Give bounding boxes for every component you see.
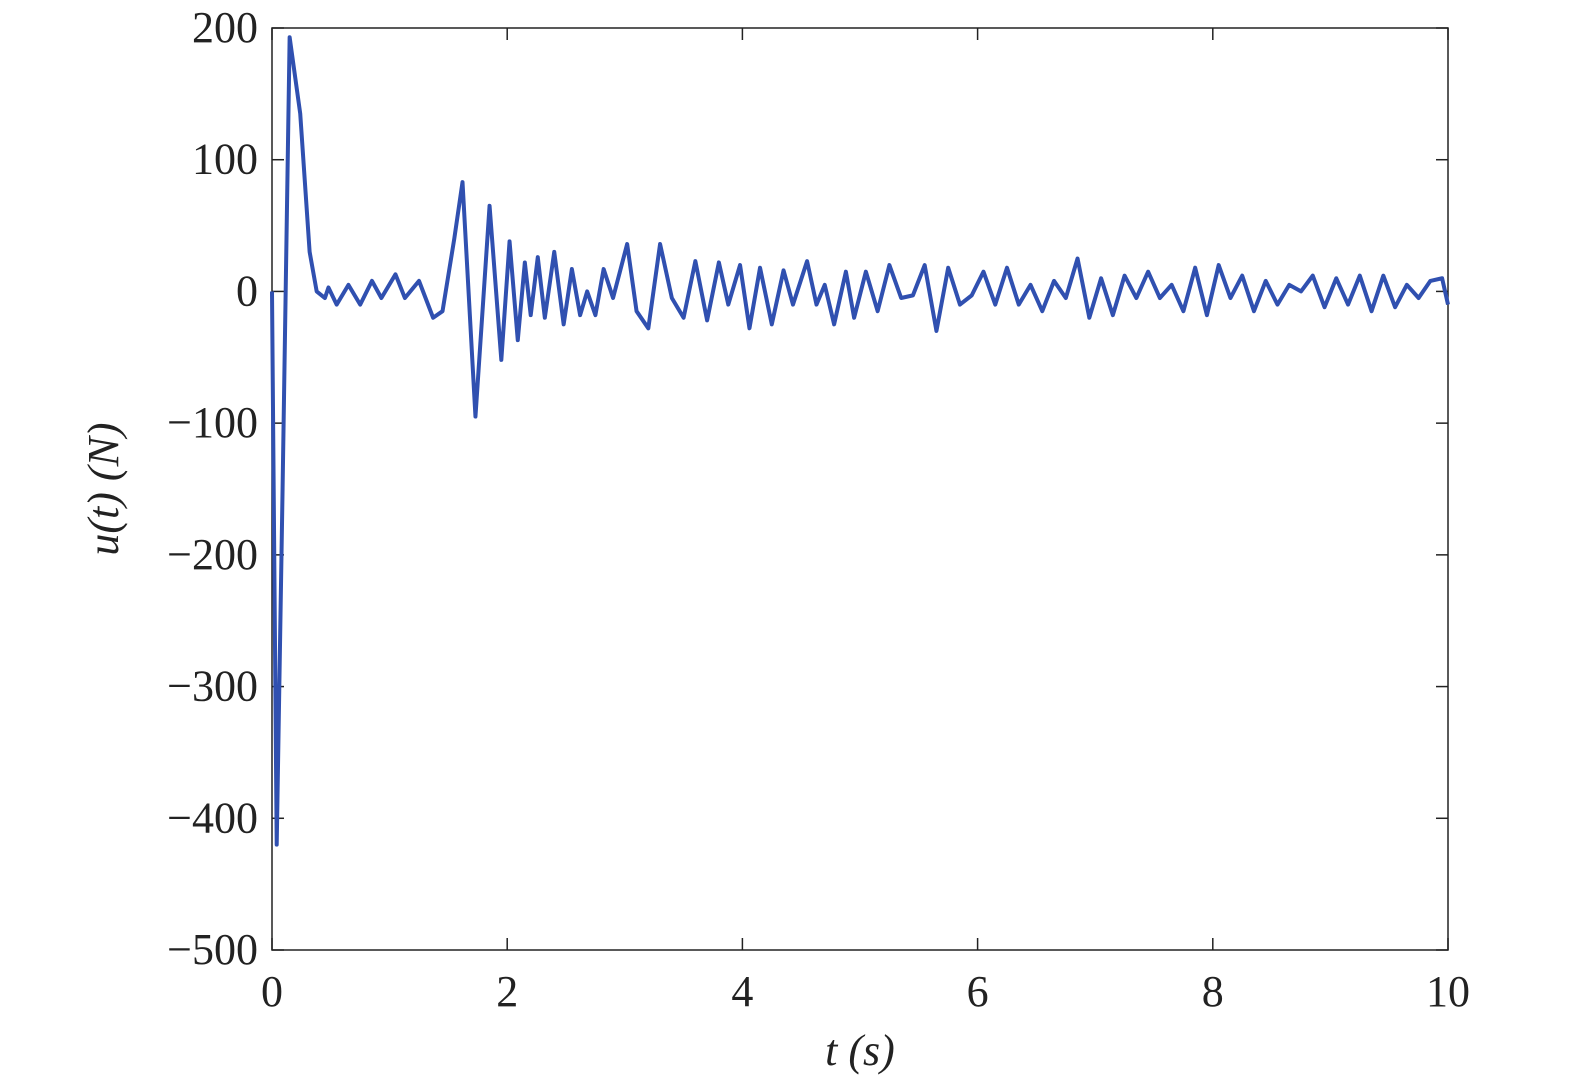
x-tick-label: 8 xyxy=(1202,967,1224,1016)
x-tick-label: 2 xyxy=(496,967,518,1016)
y-tick-label: −500 xyxy=(167,925,258,974)
y-tick-label: −300 xyxy=(167,662,258,711)
x-tick-label: 4 xyxy=(731,967,753,1016)
x-tick-label: 10 xyxy=(1426,967,1470,1016)
x-tick-label: 6 xyxy=(967,967,989,1016)
y-tick-label: 100 xyxy=(192,135,258,184)
y-tick-label: −100 xyxy=(167,398,258,447)
y-tick-label: 200 xyxy=(192,3,258,52)
y-tick-label: −400 xyxy=(167,793,258,842)
x-axis-label: t (s) xyxy=(825,1026,895,1075)
x-tick-label: 0 xyxy=(261,967,283,1016)
plot-frame xyxy=(271,27,1449,951)
y-tick-label: 0 xyxy=(236,266,258,315)
data-line xyxy=(270,35,1450,847)
y-axis-label: u(t) (N) xyxy=(79,422,128,555)
y-tick-label: −200 xyxy=(167,530,258,579)
